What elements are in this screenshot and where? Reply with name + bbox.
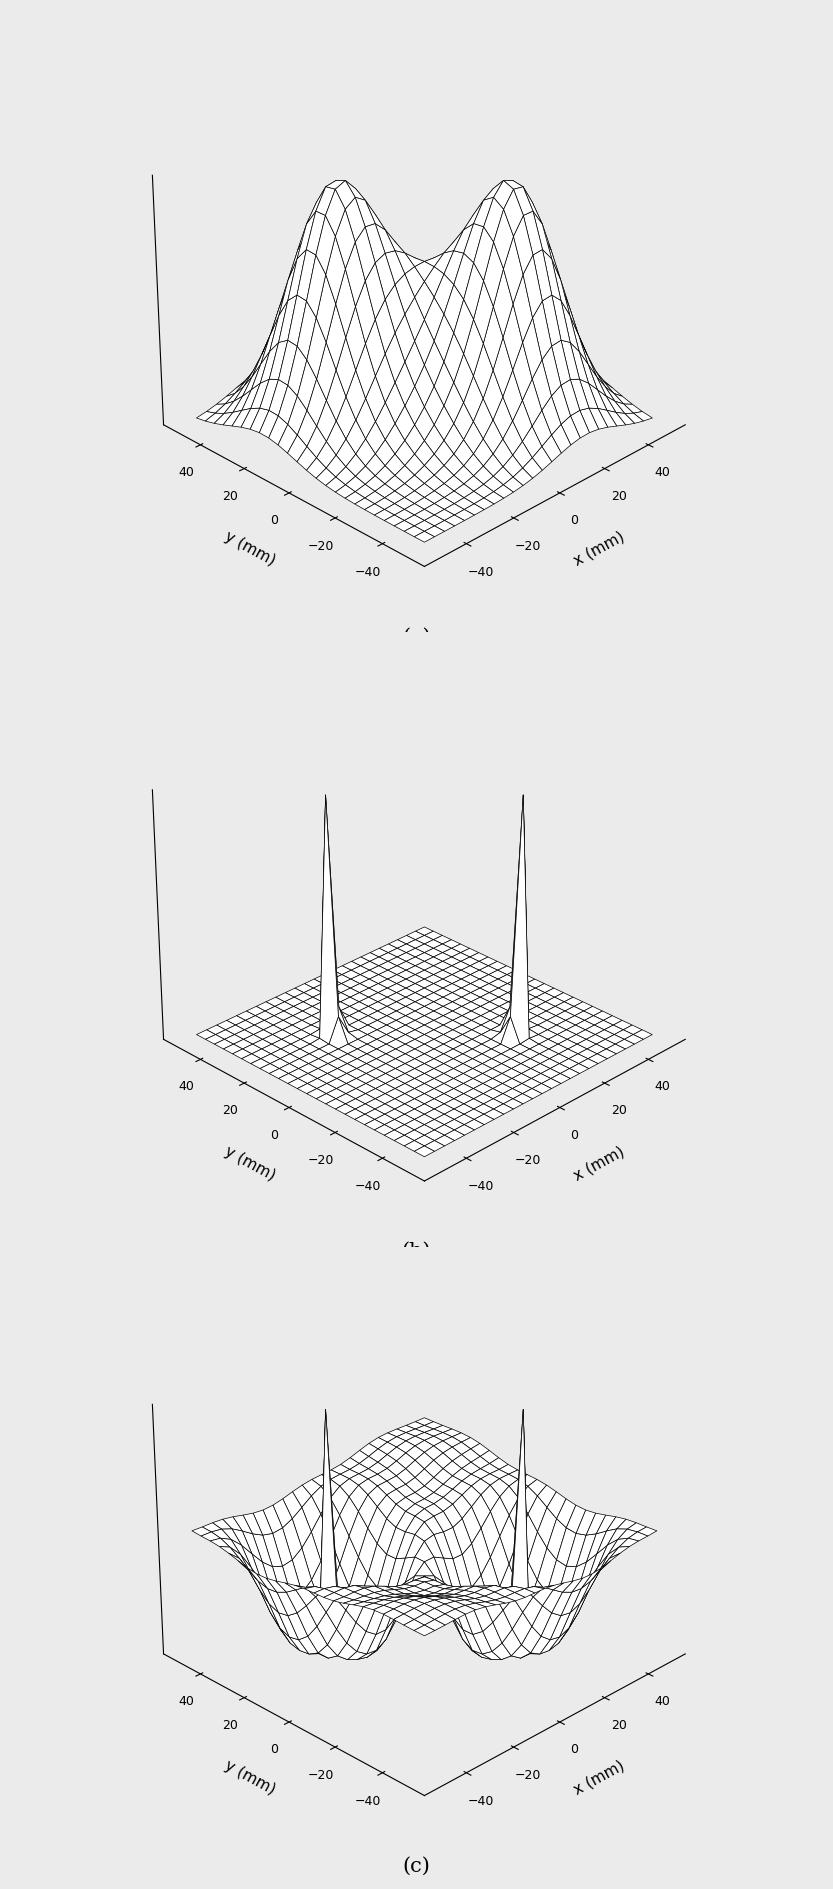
Text: (b): (b) <box>402 1241 431 1260</box>
X-axis label: x (mm): x (mm) <box>571 1143 626 1183</box>
Text: (a): (a) <box>402 627 431 646</box>
Y-axis label: y (mm): y (mm) <box>222 1143 278 1183</box>
X-axis label: x (mm): x (mm) <box>571 529 626 569</box>
Y-axis label: y (mm): y (mm) <box>222 529 278 569</box>
Y-axis label: y (mm): y (mm) <box>222 1757 278 1796</box>
Text: (c): (c) <box>402 1855 431 1874</box>
X-axis label: x (mm): x (mm) <box>571 1757 626 1796</box>
